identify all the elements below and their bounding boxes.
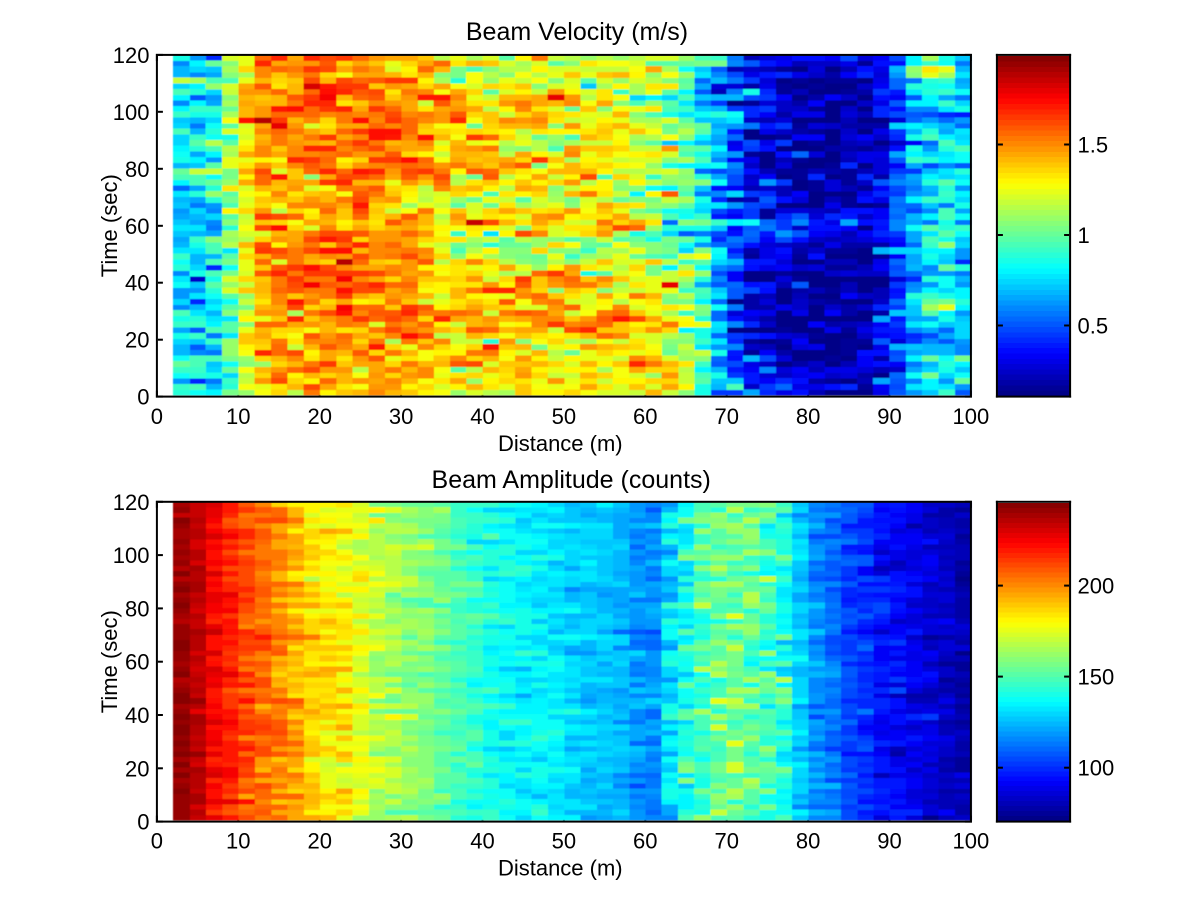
svg-text:80: 80: [796, 404, 820, 429]
svg-text:60: 60: [633, 829, 657, 854]
svg-text:90: 90: [877, 404, 901, 429]
svg-text:Distance (m): Distance (m): [498, 856, 623, 881]
svg-text:1.5: 1.5: [1078, 133, 1109, 158]
svg-text:60: 60: [125, 214, 149, 239]
svg-text:20: 20: [307, 404, 331, 429]
svg-text:Beam Amplitude (counts): Beam Amplitude (counts): [432, 466, 711, 494]
svg-text:80: 80: [796, 829, 820, 854]
svg-text:60: 60: [125, 650, 149, 675]
svg-text:1: 1: [1078, 223, 1090, 248]
svg-text:10: 10: [226, 829, 250, 854]
svg-text:0.5: 0.5: [1078, 314, 1109, 339]
svg-text:40: 40: [470, 829, 494, 854]
svg-text:60: 60: [633, 404, 657, 429]
svg-text:70: 70: [714, 404, 738, 429]
svg-text:50: 50: [552, 829, 576, 854]
svg-text:20: 20: [125, 756, 149, 781]
svg-text:10: 10: [226, 404, 250, 429]
svg-text:100: 100: [113, 543, 150, 568]
svg-text:100: 100: [113, 100, 150, 125]
svg-text:100: 100: [953, 829, 990, 854]
svg-text:40: 40: [125, 703, 149, 728]
svg-text:90: 90: [877, 829, 901, 854]
svg-text:50: 50: [552, 404, 576, 429]
svg-text:Distance (m): Distance (m): [498, 431, 623, 456]
svg-text:150: 150: [1078, 665, 1115, 690]
svg-text:20: 20: [307, 829, 331, 854]
svg-text:40: 40: [470, 404, 494, 429]
svg-text:30: 30: [389, 404, 413, 429]
svg-text:80: 80: [125, 157, 149, 182]
svg-text:120: 120: [113, 490, 150, 515]
svg-text:40: 40: [125, 271, 149, 296]
svg-text:20: 20: [125, 328, 149, 353]
svg-text:30: 30: [389, 829, 413, 854]
svg-text:0: 0: [137, 810, 149, 835]
svg-text:100: 100: [953, 404, 990, 429]
svg-text:0: 0: [137, 385, 149, 410]
svg-text:70: 70: [714, 829, 738, 854]
svg-text:80: 80: [125, 596, 149, 621]
svg-text:0: 0: [151, 404, 163, 429]
svg-text:Beam Velocity (m/s): Beam Velocity (m/s): [466, 18, 688, 46]
svg-text:0: 0: [151, 829, 163, 854]
svg-text:Time (sec): Time (sec): [97, 174, 122, 277]
svg-text:100: 100: [1078, 756, 1115, 781]
svg-text:120: 120: [113, 43, 150, 68]
svg-text:200: 200: [1078, 574, 1115, 599]
svg-text:Time (sec): Time (sec): [97, 610, 122, 713]
